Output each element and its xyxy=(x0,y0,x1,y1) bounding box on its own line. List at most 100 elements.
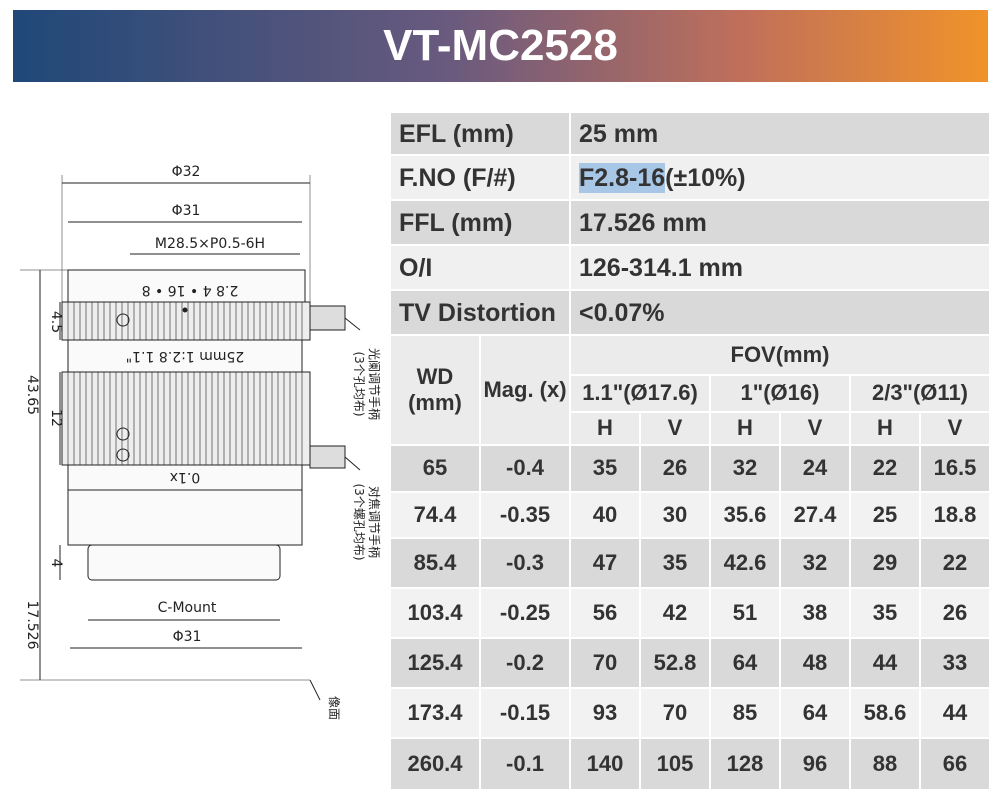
spec-label: TV Distortion xyxy=(391,291,569,334)
dimension-label: Φ31 xyxy=(172,203,201,219)
table-cell: 48 xyxy=(781,639,849,687)
lens-marking: 2.8 4 • 16 • 8 xyxy=(142,282,239,298)
table-cell: -0.1 xyxy=(481,739,569,789)
table-cell: 32 xyxy=(711,446,779,491)
table-cell: 35.6 xyxy=(711,493,779,537)
table-cell: 105 xyxy=(641,739,709,789)
dimension-label: Φ32 xyxy=(172,164,201,180)
table-cell: 24 xyxy=(781,446,849,491)
table-cell: -0.15 xyxy=(481,689,569,737)
lens-marking: 0.1x xyxy=(170,469,201,485)
table-cell: 32 xyxy=(781,539,849,587)
sensor-header: 2/3"(Ø11) xyxy=(851,376,989,411)
table-cell: 44 xyxy=(851,639,919,687)
title-banner: VT-MC2528 xyxy=(13,10,988,82)
table-cell: 51 xyxy=(711,589,779,637)
table-cell: 35 xyxy=(571,446,639,491)
callout: 对焦调节手柄 xyxy=(367,486,381,558)
spec-note: (±10%) xyxy=(665,163,746,192)
dimension-label: C-Mount xyxy=(158,600,217,616)
table-cell: 44 xyxy=(921,689,989,737)
table-cell: 70 xyxy=(641,689,709,737)
dimension-label: Φ31 xyxy=(173,629,202,645)
axis-header: H xyxy=(571,413,639,444)
spec-value-text: 25 mm xyxy=(579,119,659,148)
table-cell: 40 xyxy=(571,493,639,537)
table-cell: 140 xyxy=(571,739,639,789)
table-cell: 26 xyxy=(641,446,709,491)
spec-value: F2.8-16 (±10%) xyxy=(571,156,989,199)
table-cell: 38 xyxy=(781,589,849,637)
spec-label: EFL (mm) xyxy=(391,113,569,154)
table-cell: 33 xyxy=(921,639,989,687)
spec-value: 25 mm xyxy=(571,113,989,154)
axis-header: H xyxy=(711,413,779,444)
table-cell: 58.6 xyxy=(851,689,919,737)
table-cell: 64 xyxy=(781,689,849,737)
table-cell: -0.2 xyxy=(481,639,569,687)
table-cell: 85.4 xyxy=(391,539,479,587)
lens-drawing: Φ32 Φ31 M28.5×P0.5-6H 2.8 4 • 16 • 8 25m… xyxy=(20,164,382,720)
lens-marking: 25mm 1:2.8 1.1" xyxy=(126,348,245,364)
table-cell: 25 xyxy=(851,493,919,537)
dimension-label: 12 xyxy=(48,409,64,427)
callout: 光阑调节手柄 xyxy=(367,348,382,420)
dimension-label: M28.5×P0.5-6H xyxy=(155,236,265,252)
table-cell: 74.4 xyxy=(391,493,479,537)
table-cell: 52.8 xyxy=(641,639,709,687)
table-cell: 16.5 xyxy=(921,446,989,491)
table-cell: 27.4 xyxy=(781,493,849,537)
callout: (3个螺孔均布) xyxy=(352,484,366,561)
table-cell: 125.4 xyxy=(391,639,479,687)
table-cell: 260.4 xyxy=(391,739,479,789)
spec-value-text: 126-314.1 mm xyxy=(579,253,744,282)
table-cell: -0.35 xyxy=(481,493,569,537)
title: VT-MC2528 xyxy=(383,21,618,70)
table-cell: 128 xyxy=(711,739,779,789)
spec-value-text: F2.8-16 xyxy=(579,162,666,193)
table-cell: 85 xyxy=(711,689,779,737)
axis-header: V xyxy=(641,413,709,444)
table-cell: 47 xyxy=(571,539,639,587)
table-cell: 65 xyxy=(391,446,479,491)
column-header: Mag. (x) xyxy=(481,336,569,444)
axis-header: V xyxy=(921,413,989,444)
table-cell: 29 xyxy=(851,539,919,587)
table-cell: -0.3 xyxy=(481,539,569,587)
spec-label: O/I xyxy=(391,246,569,289)
table-cell: 103.4 xyxy=(391,589,479,637)
callout: (3个孔均布) xyxy=(352,352,366,417)
column-header: WD (mm) xyxy=(391,336,479,444)
table-cell: 66 xyxy=(921,739,989,789)
table-cell: -0.4 xyxy=(481,446,569,491)
table-cell: -0.25 xyxy=(481,589,569,637)
spec-label: FFL (mm) xyxy=(391,201,569,244)
table-cell: 56 xyxy=(571,589,639,637)
spec-value-text: 17.526 mm xyxy=(579,208,707,237)
table-cell: 35 xyxy=(641,539,709,587)
dimension-label: 4 xyxy=(48,559,64,568)
callout: 像面 xyxy=(327,696,341,720)
table-cell: 42 xyxy=(641,589,709,637)
axis-header: V xyxy=(781,413,849,444)
spec-value: 126-314.1 mm xyxy=(571,246,989,289)
table-cell: 26 xyxy=(921,589,989,637)
table-cell: 93 xyxy=(571,689,639,737)
table-cell: 96 xyxy=(781,739,849,789)
table-cell: 64 xyxy=(711,639,779,687)
spec-value: <0.07% xyxy=(571,291,989,334)
spec-label: F.NO (F/#) xyxy=(391,156,569,199)
table-cell: 18.8 xyxy=(921,493,989,537)
dimension-label: 17.526 xyxy=(24,601,40,650)
axis-header: H xyxy=(851,413,919,444)
table-cell: 42.6 xyxy=(711,539,779,587)
sensor-header: 1"(Ø16) xyxy=(711,376,849,411)
dimension-label: 4.5 xyxy=(48,311,64,333)
table-cell: 30 xyxy=(641,493,709,537)
spec-value-text: <0.07% xyxy=(579,298,665,327)
sensor-header: 1.1"(Ø17.6) xyxy=(571,376,709,411)
spec-value: 17.526 mm xyxy=(571,201,989,244)
table-cell: 22 xyxy=(921,539,989,587)
group-header: FOV(mm) xyxy=(571,336,989,374)
